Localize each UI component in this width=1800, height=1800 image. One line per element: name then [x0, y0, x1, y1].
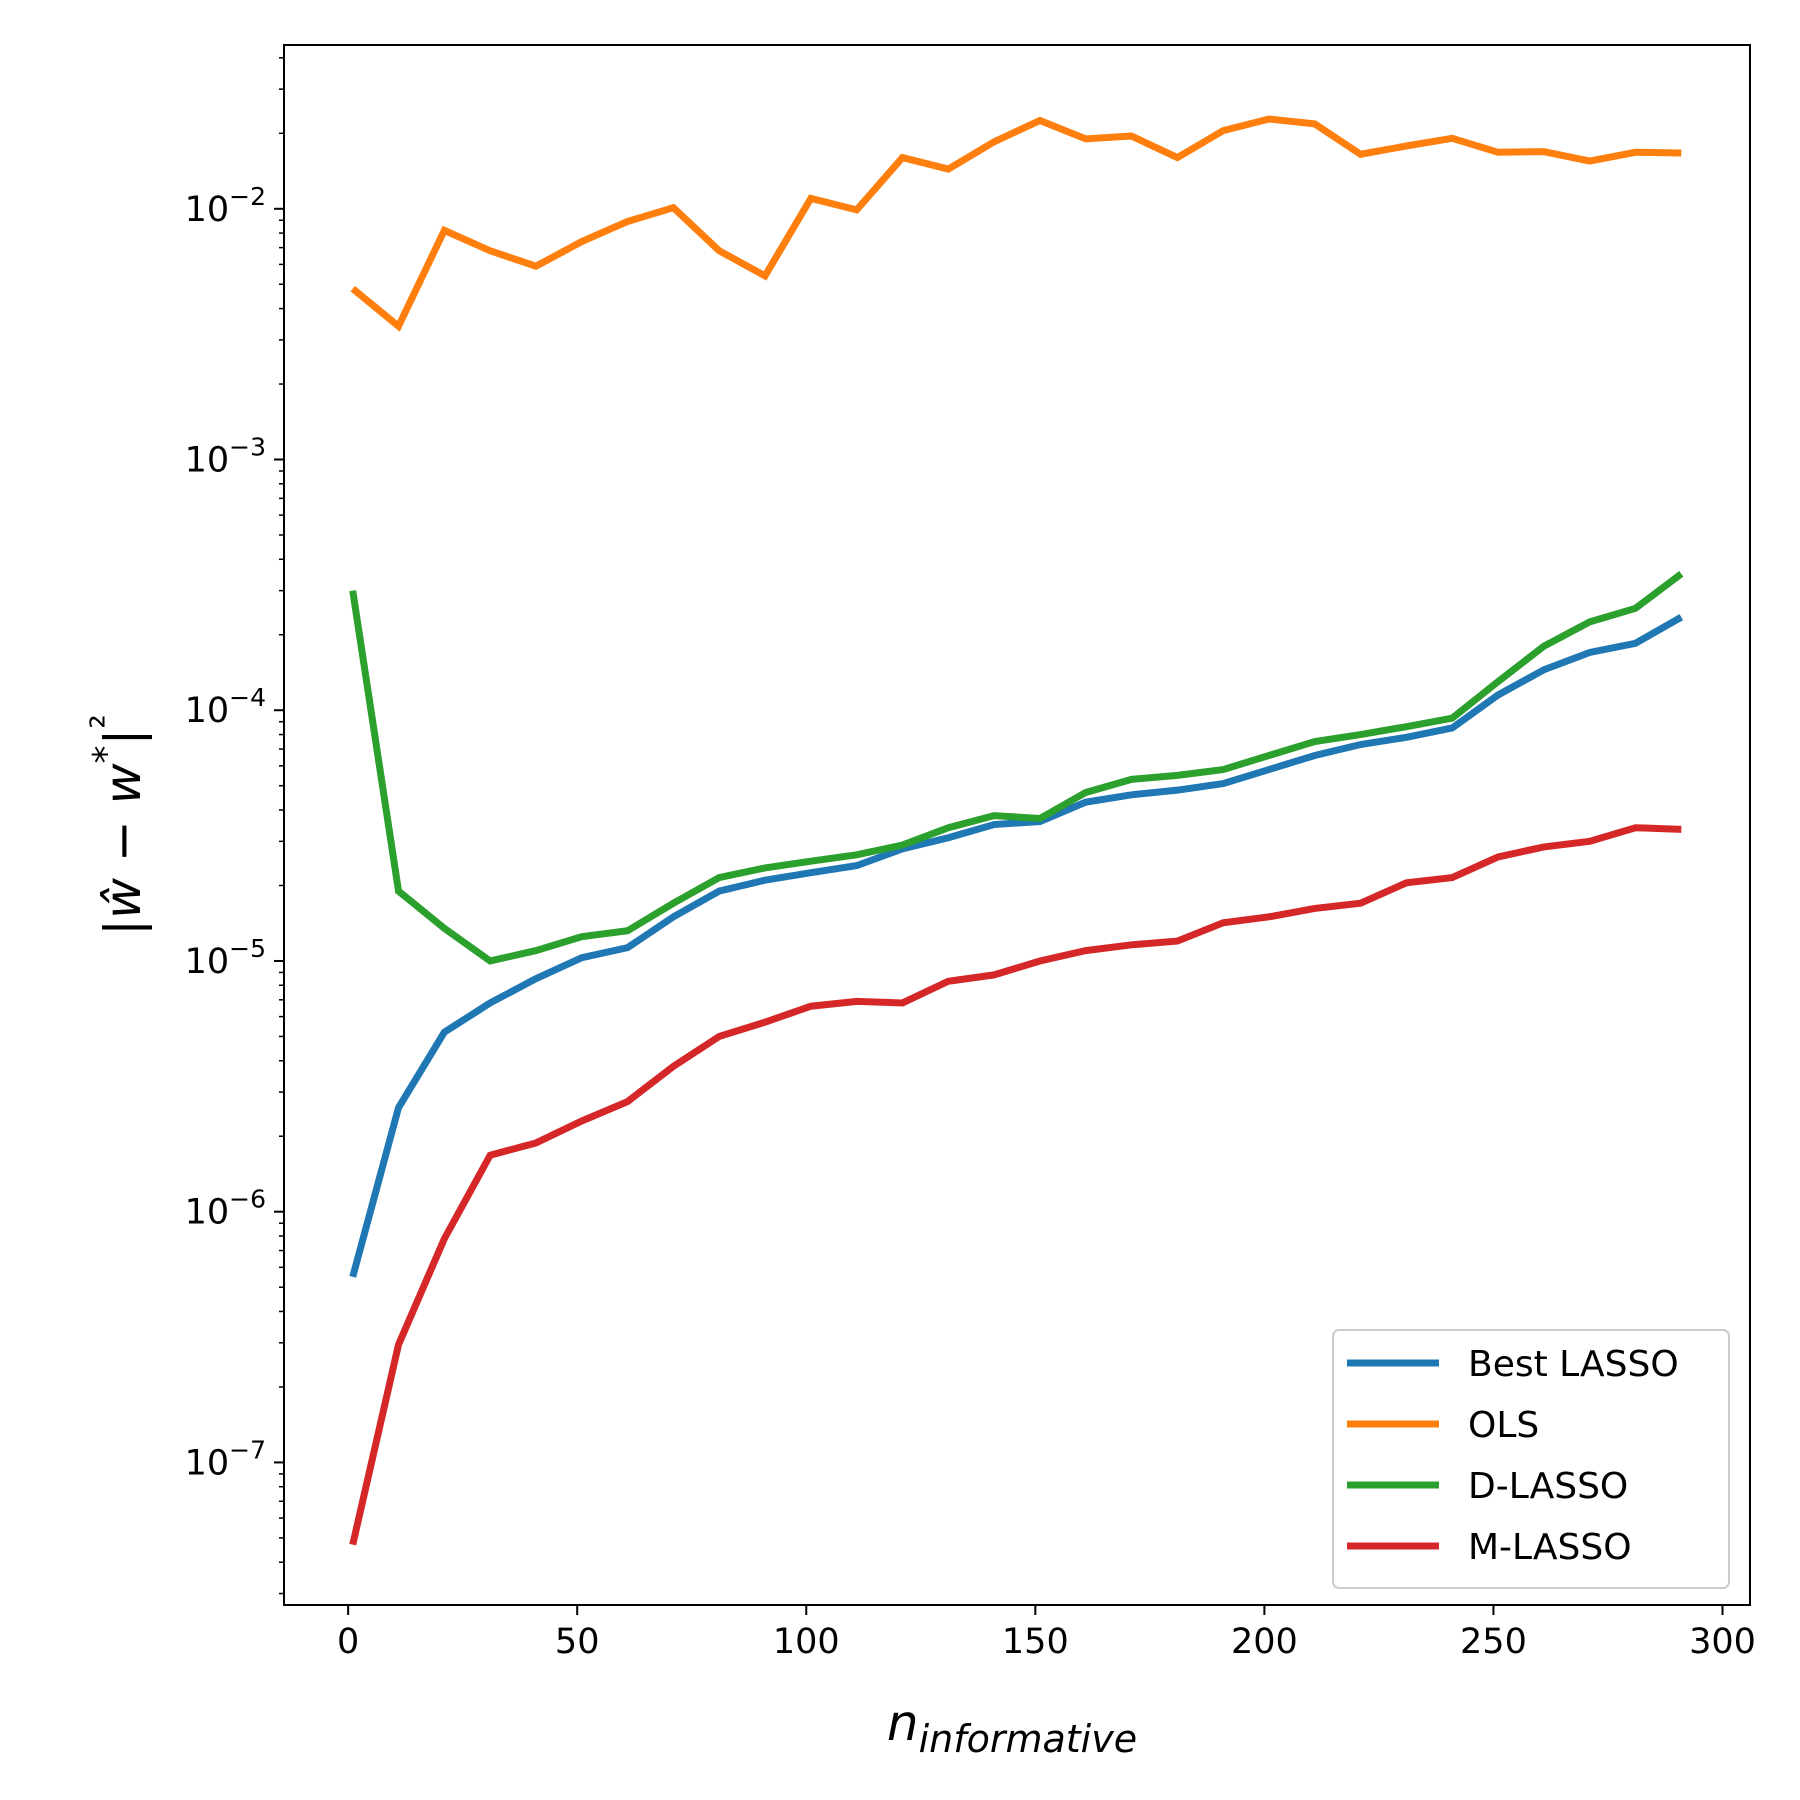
legend-label: D-LASSO	[1468, 1466, 1628, 1507]
plot-frame	[283, 44, 1751, 1606]
legend-label: M-LASSO	[1468, 1527, 1632, 1568]
x-axis-label-main: n	[887, 1694, 919, 1752]
y-label-star: *	[86, 745, 127, 763]
series-line-d-lasso	[349, 571, 1684, 965]
x-axis-label-subscript: informative	[919, 1717, 1138, 1761]
y-tick-label: 10−7	[185, 1435, 266, 1483]
x-axis-label: ninformative	[887, 1694, 1137, 1761]
y-label-square: ²	[84, 714, 125, 728]
x-tick-label: 0	[337, 1622, 359, 1662]
y-tick-label: 10−6	[185, 1185, 266, 1233]
x-tick-label: 250	[1460, 1622, 1527, 1662]
y-label-bar: |	[94, 919, 152, 936]
plot-lines	[349, 115, 1684, 1546]
legend-label: Best LASSO	[1468, 1344, 1679, 1385]
x-tick-label: 300	[1689, 1622, 1756, 1662]
x-tick-label: 200	[1231, 1622, 1298, 1662]
y-label-bar-close: |	[94, 729, 152, 746]
x-tick-label: 50	[555, 1622, 600, 1662]
y-label-w-hat: ŵ	[94, 878, 152, 919]
y-label-minus: −	[94, 804, 152, 878]
y-axis-label: |ŵ − w*|²	[84, 714, 152, 936]
y-tick-label: 10−3	[185, 433, 266, 481]
axis-ticks: 0 50 100 150 200 250 300 10−7 10−6 10−5 10−4 10−3 10…	[185, 57, 1756, 1662]
legend-box	[1332, 1329, 1730, 1589]
y-tick-label: 10−5	[185, 934, 266, 982]
y-label-w: w	[94, 763, 152, 804]
y-tick-label: 10−4	[185, 683, 266, 731]
legend-label: OLS	[1468, 1405, 1539, 1446]
x-tick-label: 100	[773, 1622, 840, 1662]
series-line-best-lasso	[349, 614, 1684, 1278]
legend: Best LASSO OLS D-LASSO M-LASSO	[1332, 1329, 1730, 1589]
series-line-ols	[350, 115, 1682, 332]
x-tick-label: 150	[1002, 1622, 1069, 1662]
series-line-m-lasso	[349, 824, 1682, 1546]
y-tick-label: 10−2	[185, 182, 266, 230]
